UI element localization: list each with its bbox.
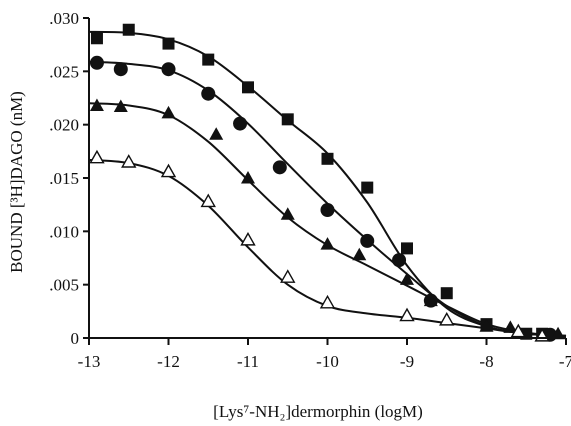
data-point-circle [161,62,176,77]
data-point-open-triangle [319,294,336,309]
data-point-filled-triangle [423,293,438,307]
data-point-open-triangle [240,231,256,246]
data-point-open-triangle [510,323,526,338]
data-point-open-triangle [200,193,216,208]
data-point-filled-triangle [113,99,128,113]
data-point-circle [89,55,104,70]
x-tick-label: -7 [559,352,571,371]
axes [88,18,566,339]
data-point-square [401,242,413,255]
data-point-circle [233,116,248,131]
data-point-filled-triangle [241,171,255,184]
data-point-circle [392,253,407,268]
data-point-circle [272,160,287,175]
data-point-open-triangle [439,311,455,326]
y-tick-label: .030 [49,9,79,28]
data-point-square [162,37,175,50]
data-points [89,23,566,342]
y-axis-title: BOUND [³H]DAGO (nM) [7,91,26,273]
data-point-filled-triangle [161,105,176,119]
x-tick-label: -9 [400,352,414,371]
y-tick-label: .025 [49,62,79,81]
x-tick-label: -12 [157,352,180,371]
x-tick-label: -13 [78,352,101,371]
data-point-filled-triangle [352,247,367,261]
fit-curves [88,30,567,337]
data-point-filled-triangle [280,207,295,220]
data-point-square [242,81,254,94]
data-point-filled-triangle [400,272,414,285]
data-point-square [90,32,103,45]
data-point-filled-triangle [89,98,104,111]
x-ticks: -13 -12 -11 -10 -9 -8 -7 [78,338,571,371]
data-point-filled-triangle [209,127,224,140]
data-point-filled-triangle [551,326,566,340]
y-tick-label: .015 [49,169,79,188]
y-tick-label: .005 [49,276,79,295]
data-point-open-triangle [121,154,137,168]
data-point-square [122,23,135,36]
data-point-square [321,152,334,165]
data-point-open-triangle [280,269,296,283]
data-point-square [202,53,215,66]
fit-curve-filled-square [88,30,567,337]
data-point-circle [113,62,128,77]
data-point-filled-triangle [320,237,335,250]
y-tick-label: .020 [49,116,79,135]
data-point-circle [201,86,216,101]
data-point-open-triangle [160,163,177,178]
data-point-open-triangle [89,149,105,164]
data-point-circle [360,233,375,248]
x-tick-label: -8 [479,352,493,371]
y-tick-label: .010 [49,222,79,241]
x-axis-title: [Lys⁷-NH₂]dermorphin (logM) [213,402,423,421]
data-point-filled-triangle [479,319,494,332]
data-point-filled-triangle [503,320,518,333]
data-point-square [440,287,453,300]
data-point-square [281,113,294,126]
x-tick-label: -11 [237,352,259,371]
y-ticks: 0 .005 .010 .015 .020 .025 .030 [49,9,89,348]
data-point-circle [320,203,335,217]
data-point-open-triangle [399,307,415,322]
data-point-square [361,181,374,194]
fit-curve-filled-circle [88,60,567,337]
y-tick-label: 0 [71,329,80,348]
x-tick-label: -10 [316,352,339,371]
